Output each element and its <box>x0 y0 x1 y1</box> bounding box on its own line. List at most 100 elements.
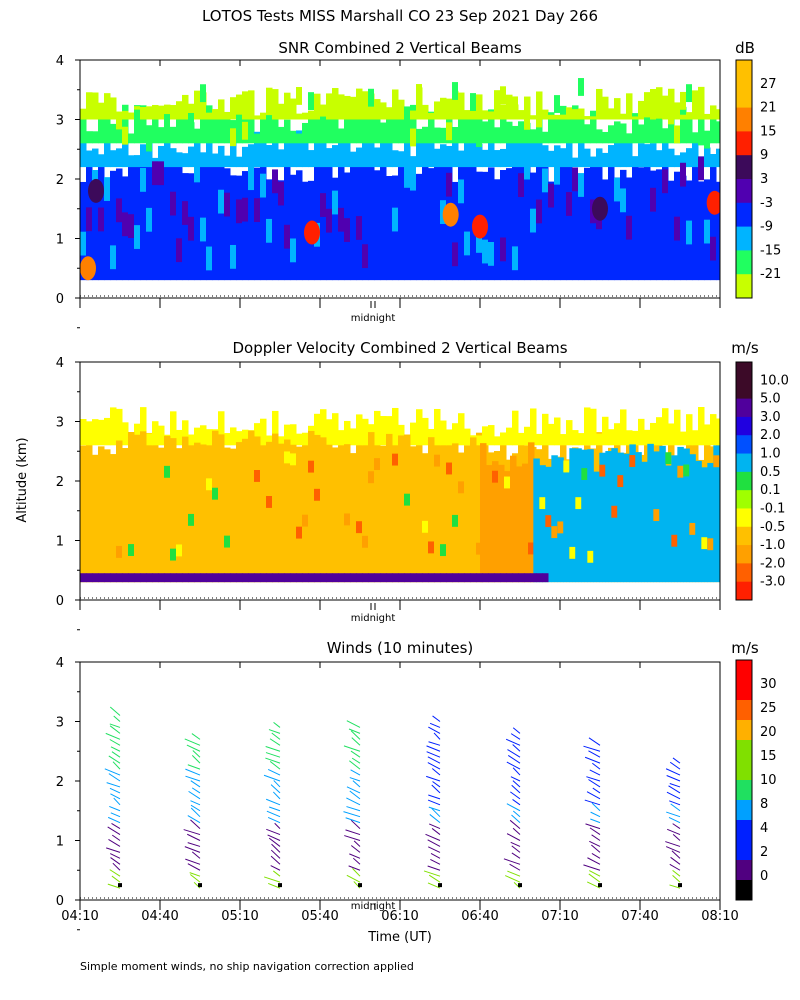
wind-barb <box>270 855 281 865</box>
wind-barb <box>432 781 441 788</box>
wind-barb <box>503 858 521 865</box>
doppler-cell <box>626 430 633 446</box>
snr-cell <box>428 132 435 168</box>
snr-cell <box>320 127 327 144</box>
snr-cell <box>572 157 579 168</box>
doppler-cell <box>242 429 249 446</box>
wind-barb <box>428 874 441 883</box>
snr-cell <box>542 160 549 281</box>
snr-cell <box>254 133 261 144</box>
wind-barb <box>591 853 601 859</box>
snr-cell <box>518 121 525 144</box>
wind-barb <box>345 817 361 824</box>
snr-cell <box>206 246 212 271</box>
doppler-cell <box>104 449 111 583</box>
doppler-cell <box>533 458 540 583</box>
wind-barb <box>513 882 521 889</box>
doppler-cell <box>314 413 321 446</box>
doppler-cell <box>482 573 489 583</box>
snr-cell <box>98 102 105 120</box>
doppler-cell <box>350 573 357 583</box>
snr-cell <box>284 92 291 120</box>
snr-cell <box>380 122 387 144</box>
colorbar-cell <box>736 660 752 681</box>
snr-cell <box>524 96 531 120</box>
doppler-cell <box>134 434 141 583</box>
doppler-cell <box>428 428 435 446</box>
doppler-cell <box>428 573 435 583</box>
snr-cell <box>506 139 513 168</box>
doppler-cell <box>164 573 171 583</box>
snr-cell <box>596 148 603 168</box>
doppler-cell <box>170 548 176 561</box>
doppler-cell <box>504 471 511 583</box>
doppler-cell <box>557 521 564 534</box>
doppler-cell <box>668 423 675 446</box>
snr-patch <box>706 190 720 215</box>
doppler-cell <box>152 421 159 446</box>
colorbar-cell <box>736 700 752 721</box>
y-tick-label: 4 <box>56 54 64 69</box>
doppler-cell <box>488 425 495 446</box>
doppler-cell <box>548 423 555 446</box>
colorbar-cell <box>736 416 752 436</box>
wind-barb <box>510 841 521 847</box>
snr-cell <box>308 114 315 144</box>
doppler-cell <box>410 450 417 583</box>
doppler-cell <box>284 424 291 446</box>
snr-cell <box>524 111 530 130</box>
wind-barb <box>271 732 281 740</box>
wind-barb <box>591 802 601 812</box>
doppler-cell <box>713 445 720 583</box>
colorbar-label: -0.5 <box>760 520 785 535</box>
snr-cell <box>122 141 129 168</box>
snr-cell <box>482 110 489 120</box>
colorbar-cell <box>736 720 752 741</box>
doppler-cell <box>486 500 492 513</box>
doppler-cell <box>572 430 579 446</box>
snr-cell <box>422 158 429 281</box>
wind-barb <box>108 755 121 764</box>
snr-cell <box>266 87 273 120</box>
wind-barb <box>506 803 521 812</box>
wind-barb <box>343 811 361 818</box>
snr-cell <box>356 216 362 240</box>
doppler-cell <box>212 573 219 583</box>
snr-cell <box>632 116 639 120</box>
snr-patch <box>88 178 104 203</box>
y-tick-label: 2 <box>56 173 64 188</box>
doppler-cell <box>176 429 183 446</box>
snr-cell <box>194 142 201 168</box>
doppler-cell <box>380 416 387 446</box>
winds-units-label: m/s <box>731 639 759 657</box>
wind-barb <box>350 819 361 829</box>
snr-cell <box>200 217 206 242</box>
doppler-cell <box>632 430 639 446</box>
doppler-cell <box>494 436 501 446</box>
wind-barb <box>591 844 601 853</box>
colorbar-cell <box>736 131 752 156</box>
snr-cell <box>710 115 717 144</box>
snr-cell <box>92 92 99 120</box>
doppler-cell <box>116 573 123 583</box>
snr-cell <box>710 154 717 168</box>
wind-barb <box>426 745 441 752</box>
wind-barb <box>106 782 121 788</box>
doppler-cell <box>158 425 165 446</box>
snr-cell <box>116 128 123 144</box>
wind-barb <box>665 768 681 776</box>
snr-cell <box>626 215 632 240</box>
colorbar-label: -3.0 <box>760 575 785 590</box>
snr-cell <box>716 181 720 281</box>
snr-cell <box>632 165 639 281</box>
wind-barb <box>265 752 281 758</box>
doppler-cell <box>164 435 171 583</box>
doppler-cell <box>218 411 225 446</box>
snr-cell <box>500 111 507 144</box>
doppler-cell <box>254 423 261 446</box>
snr-cell <box>500 104 507 120</box>
snr-cell <box>488 167 495 281</box>
snr-cell <box>242 146 249 168</box>
wind-barb <box>433 732 441 740</box>
snr-cell <box>692 132 699 168</box>
